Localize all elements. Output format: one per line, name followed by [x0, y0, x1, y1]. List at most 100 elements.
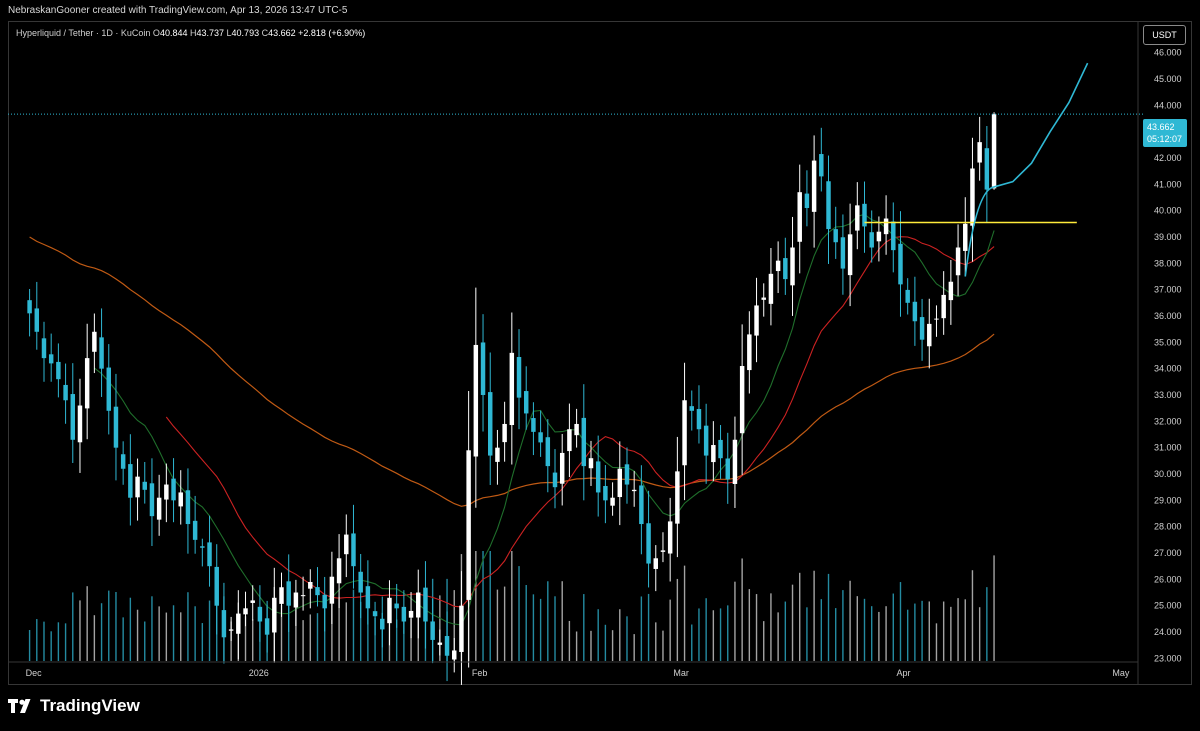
candle [653, 545, 659, 592]
candle [696, 385, 702, 444]
volume-bar [712, 610, 715, 661]
volume-bar [165, 612, 168, 661]
candle [128, 434, 133, 526]
candle [948, 259, 954, 325]
y-tick-label: 40.000 [1154, 206, 1182, 216]
candle [581, 384, 587, 501]
candle [99, 308, 104, 397]
volume-bar [856, 596, 858, 661]
candle [509, 312, 515, 465]
volume-bar [633, 634, 635, 661]
volume-bar [50, 631, 52, 661]
volume-bar [669, 599, 671, 661]
candle [300, 576, 306, 611]
overlay-lines [8, 62, 1144, 277]
volume-bar [575, 631, 578, 661]
volume-bar [741, 558, 743, 661]
candle [416, 569, 421, 639]
ma-long-line [29, 236, 995, 507]
candle [689, 390, 694, 431]
candle [171, 458, 176, 523]
open-value: 40.844 [159, 28, 188, 38]
volume-bar [784, 601, 787, 661]
candle [610, 482, 615, 516]
volume-bar [806, 607, 808, 661]
volume-bar [547, 581, 549, 661]
candle [891, 202, 896, 273]
volume-bar [122, 617, 124, 661]
volume-bar [323, 607, 326, 661]
candle [487, 352, 493, 485]
y-tick-label: 30.000 [1154, 469, 1182, 479]
candle [819, 127, 824, 192]
volume-bar [878, 611, 880, 661]
volume-bar [583, 594, 585, 661]
candle [221, 582, 227, 664]
y-tick-label: 46.000 [1154, 48, 1182, 58]
volume-bar [115, 592, 117, 661]
axes: 23.000 24.000 25.000 26.000 27.000 28.000 29.0… [8, 21, 1182, 685]
y-tick-label: 38.000 [1154, 258, 1182, 268]
volume-bar [662, 630, 664, 661]
volume-bar [928, 601, 930, 661]
y-tick-label: 25.000 [1154, 601, 1182, 611]
candle [523, 366, 529, 430]
volume-bar [590, 630, 592, 661]
candle [250, 585, 255, 621]
candle [322, 576, 327, 632]
candle [308, 569, 313, 609]
volume-bar [727, 605, 729, 661]
volume-bar [36, 619, 38, 661]
tradingview-brand[interactable]: TradingView [8, 696, 140, 716]
volume-bar [842, 590, 844, 661]
candle [675, 436, 680, 558]
candle [711, 421, 716, 482]
candle [358, 553, 363, 619]
candle [77, 378, 83, 473]
candle [862, 181, 867, 253]
volume-bar [799, 572, 801, 661]
currency-button[interactable]: USDT [1143, 25, 1186, 45]
candle [631, 471, 637, 507]
y-tick-label: 27.000 [1154, 548, 1182, 558]
projection-path[interactable] [964, 62, 1089, 277]
candle [185, 468, 191, 554]
candle [516, 329, 522, 430]
volume-bar [683, 565, 686, 661]
low-value: 40.793 [231, 28, 260, 38]
candle [92, 313, 97, 374]
candle [883, 195, 889, 255]
candle [747, 311, 752, 394]
candle [236, 590, 241, 660]
candle [775, 241, 781, 294]
symbol-info: Hyperliquid / Tether · 1D · KuCoin O40.8… [16, 28, 365, 38]
volume-bar [230, 621, 232, 661]
y-tick-label: 39.000 [1154, 232, 1182, 242]
volume-bar [971, 570, 974, 661]
close-label: C [261, 28, 269, 38]
candle [372, 601, 378, 636]
candle [84, 323, 90, 440]
y-tick-label: 28.000 [1154, 522, 1182, 532]
price-chart[interactable]: 23.000 24.000 25.000 26.000 27.000 28.000 29.0… [8, 21, 1192, 685]
open-label: O [152, 28, 160, 38]
candle [351, 504, 356, 589]
volume-bar [180, 612, 182, 661]
high-value: 43.737 [196, 28, 225, 38]
volume-bar [532, 594, 535, 661]
volume-bar [151, 596, 153, 661]
volume-bar [914, 603, 916, 661]
y-tick-label: 35.000 [1154, 337, 1182, 347]
candle [703, 403, 709, 484]
candle [286, 554, 291, 633]
volume-bar [208, 600, 211, 661]
candle [293, 579, 299, 626]
volume-bar [201, 623, 204, 661]
candle [394, 583, 399, 628]
volume-bar [100, 603, 103, 661]
volume-bar [403, 610, 405, 661]
candle [826, 155, 831, 264]
candle [207, 515, 212, 587]
candle [855, 182, 860, 250]
candle [329, 551, 335, 625]
